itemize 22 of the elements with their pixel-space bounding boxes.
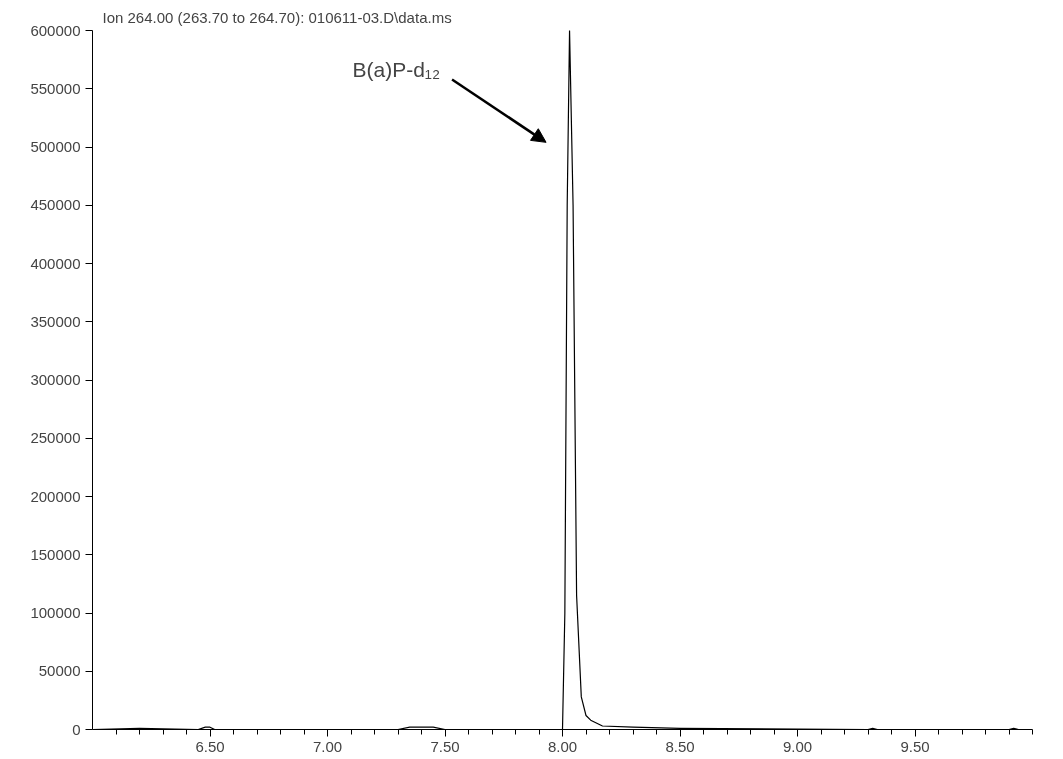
y-tick-label: 250000 [30,429,81,447]
y-tick-label: 0 [72,720,81,738]
chart-title: Ion 264.00 (263.70 to 264.70): 010611-03.D\data.ms [102,8,452,26]
y-tick-label: 50000 [38,662,81,680]
y-tick-label: 450000 [30,196,81,214]
y-tick-label: 500000 [30,138,81,155]
annotation: B(a)P-d₁₂ [352,57,441,81]
x-tick-label: 9.50 [900,737,930,755]
y-tick-label: 300000 [30,371,81,388]
x-tick-label: 8.00 [547,737,578,755]
y-tick-label: 150000 [30,545,81,563]
x-tick-label: 8.50 [665,737,695,755]
x-tick-label: 6.50 [195,737,225,755]
y-tick-label: 400000 [30,254,81,272]
x-tick-label: 9.00 [782,737,813,755]
y-tick-label: 350000 [30,312,81,330]
x-tick-label: 7.00 [312,737,343,755]
y-tick-label: 100000 [30,604,81,621]
y-tick-label: 600000 [30,21,81,39]
y-tick-label: 200000 [30,487,81,505]
x-tick-label: 7.50 [430,737,460,755]
y-tick-label: 550000 [30,79,81,97]
